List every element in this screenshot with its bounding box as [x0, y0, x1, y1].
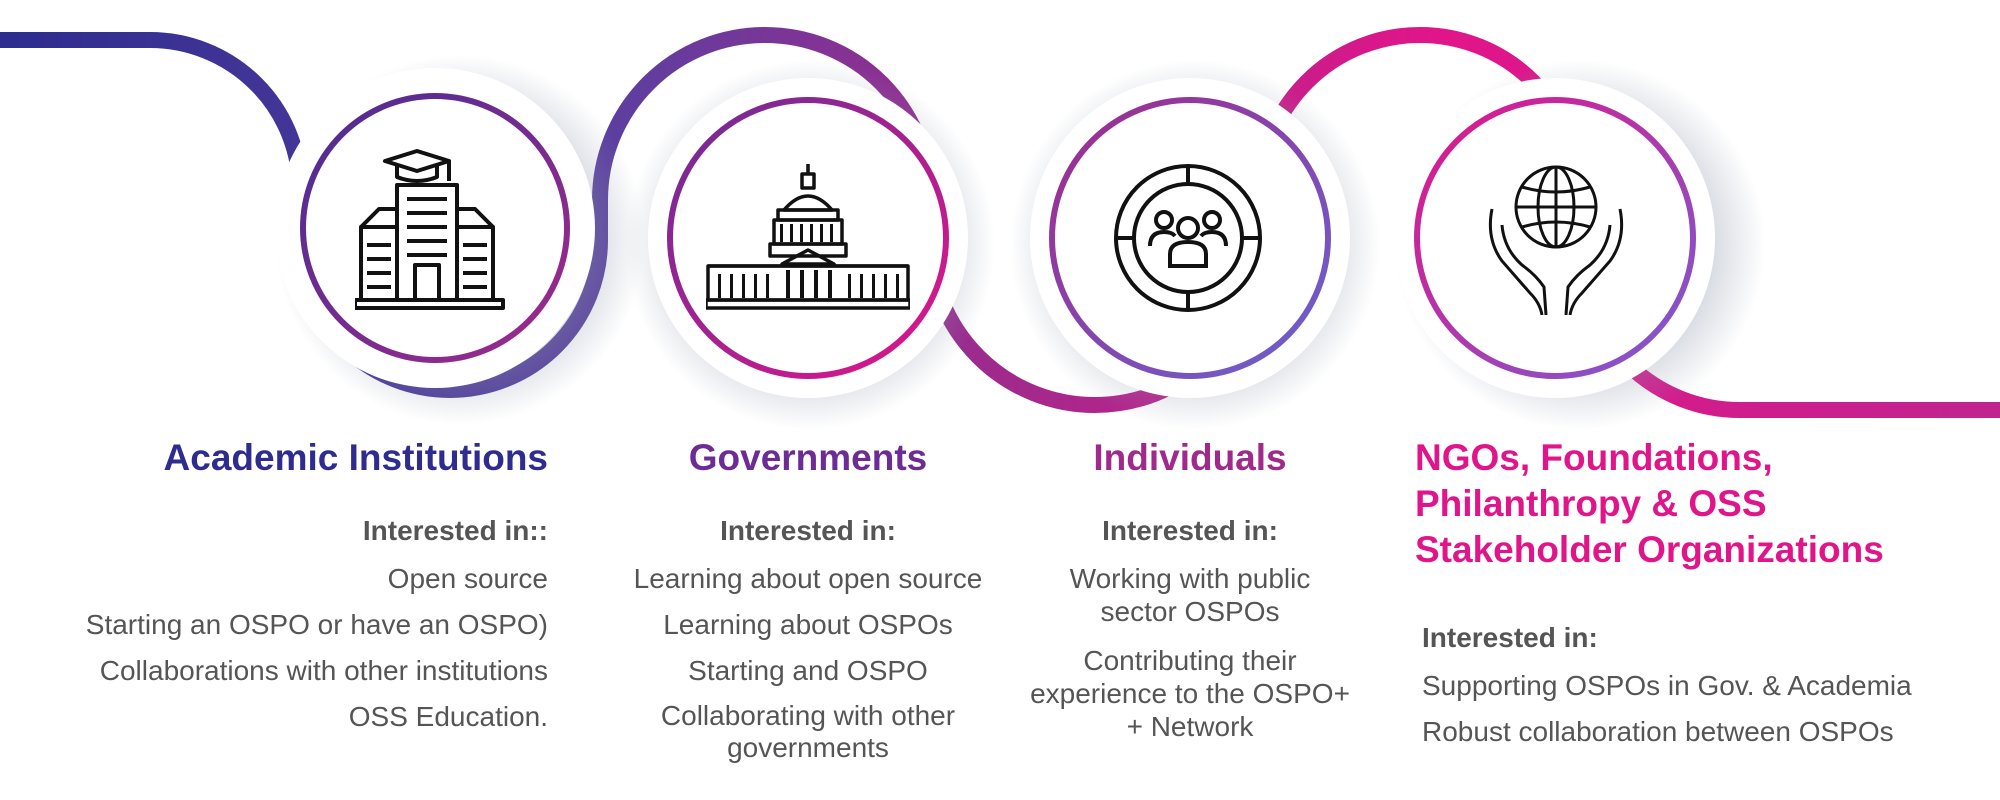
list-item: Collaborating with other governments: [660, 700, 956, 763]
people-target-icon: [1114, 164, 1262, 312]
section-title-governments: Governments: [688, 437, 928, 478]
section-title-individuals: Individuals: [1093, 437, 1287, 478]
university-icon: [355, 149, 505, 310]
list-item: Supporting OSPOs in Gov. & Academia: [1422, 670, 1912, 701]
list-item: OSS Education.: [348, 701, 548, 732]
section-title-ngos: NGOs, Foundations, Philanthropy & OSS St…: [1415, 435, 1884, 573]
list-item: Starting an OSPO or have an OSPO): [85, 609, 548, 640]
list-item: Starting and OSPO: [688, 655, 928, 686]
list-item: Collaborations with other institutions: [99, 655, 548, 686]
interest-list-individuals: Working with public sector OSPOs Contrib…: [1030, 562, 1350, 743]
list-item: Open source: [387, 563, 548, 594]
interest-list-ngos: Supporting OSPOs in Gov. & Academia Robu…: [1422, 669, 1982, 749]
interested-label-academic: Interested in::: [362, 515, 548, 546]
title-line: NGOs, Foundations,: [1415, 437, 1773, 478]
interested-label-ngos: Interested in:: [1422, 622, 1598, 653]
interested-label-governments: Interested in:: [720, 515, 896, 546]
list-item: Learning about OSPOs: [663, 609, 953, 640]
title-line: Stakeholder Organizations: [1415, 529, 1884, 570]
interested-label-individuals: Interested in:: [1102, 515, 1278, 546]
list-item: Contributing their experience to the OSP…: [1030, 645, 1350, 742]
list-item: Learning about open source: [633, 563, 983, 594]
hands-globe-icon: [1488, 165, 1624, 315]
capitol-building-icon: [706, 164, 910, 310]
title-line: Philanthropy & OSS: [1415, 483, 1767, 524]
section-title-academic: Academic Institutions: [163, 437, 548, 478]
list-item: Robust collaboration between OSPOs: [1422, 716, 1894, 747]
interest-list-academic: Open source Starting an OSPO or have an …: [0, 562, 548, 734]
list-item: Working with public sector OSPOs: [1069, 563, 1311, 627]
interest-list-governments: Learning about open source Learning abou…: [608, 562, 1008, 764]
